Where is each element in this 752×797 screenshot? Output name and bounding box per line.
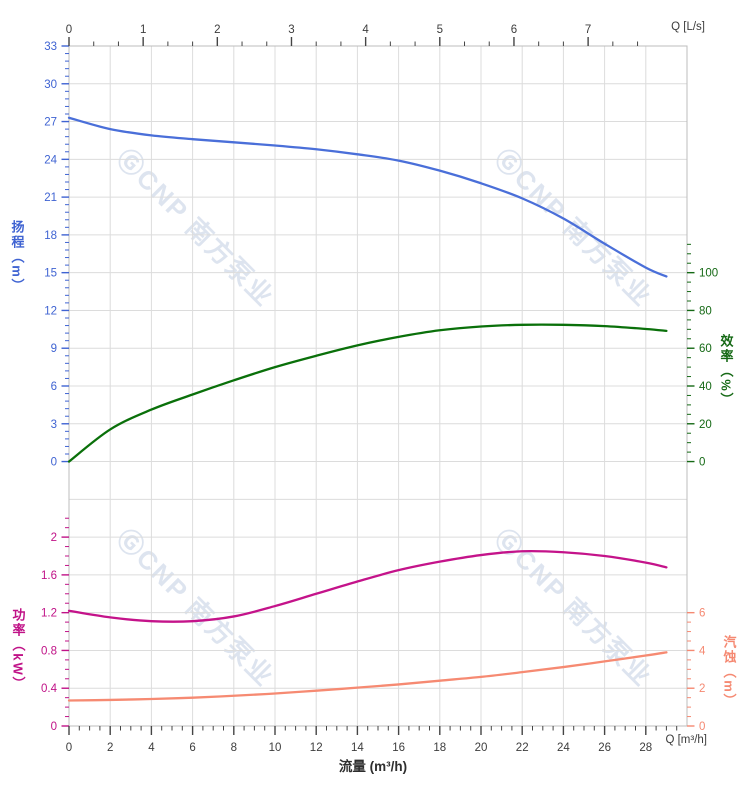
head-tick-label: 18	[44, 230, 57, 242]
flow-ls-axis: 0 1 2 3 4 5 6 7	[66, 24, 639, 46]
flow-ls-tick-label: 0	[66, 24, 72, 36]
flow-ls-tick-label: 1	[140, 24, 146, 36]
npsh-axis: 0 2 4 6	[687, 608, 706, 733]
flow-m3h-tick-label: 0	[66, 742, 72, 754]
npsh-tick-label: 6	[699, 608, 705, 620]
head-tick-label: 3	[51, 419, 57, 431]
efficiency-tick-label: 0	[699, 457, 705, 469]
flow-m3h-tick-label: 4	[148, 742, 155, 754]
power-tick-label: 0.4	[41, 683, 58, 695]
npsh-tick-label: 4	[699, 645, 706, 657]
flow-ls-tick-label: 4	[362, 24, 369, 36]
npsh-tick-label: 2	[699, 683, 705, 695]
head-tick-label: 33	[44, 41, 57, 53]
power-axis: 0 0.4 0.8 1.2 1.6 2	[41, 517, 69, 733]
flow-m3h-tick-label: 22	[516, 742, 529, 754]
curves-layer	[67, 116, 668, 702]
head-tick-label: 30	[44, 79, 57, 91]
head-tick-label: 27	[44, 117, 57, 129]
flow-m3h-tick-label: 6	[189, 742, 195, 754]
grid-layer	[69, 46, 687, 726]
efficiency-axis-title: 效率（%）	[718, 334, 734, 408]
efficiency-tick-label: 80	[699, 305, 712, 317]
watermark-text: ⒼCNP 南方泵业	[111, 143, 280, 312]
head-tick-label: 12	[44, 305, 57, 317]
flow-m3h-tick-label: 14	[351, 742, 364, 754]
flow-ls-tick-label: 6	[511, 24, 517, 36]
head-tick-label: 6	[51, 381, 57, 393]
efficiency-tick-label: 60	[699, 343, 712, 355]
head-tick-label: 0	[51, 457, 57, 469]
curve-head	[67, 116, 668, 278]
curve-npsh	[67, 651, 668, 702]
watermark-text: ⒼCNP 南方泵业	[489, 143, 658, 312]
flow-ls-tick-label: 5	[437, 24, 443, 36]
flow-m3h-tick-label: 10	[269, 742, 282, 754]
efficiency-tick-label: 40	[699, 381, 712, 393]
flow-m3h-tick-label: 2	[107, 742, 113, 754]
npsh-axis-title: 汽蚀（m）	[721, 635, 737, 709]
head-tick-label: 21	[44, 192, 57, 204]
flow-ls-tick-label: 2	[214, 24, 220, 36]
flow-m3h-tick-label: 18	[433, 742, 446, 754]
flow-m3h-tick-label: 24	[557, 742, 570, 754]
flow-m3h-tick-label: 20	[475, 742, 488, 754]
head-tick-label: 24	[44, 154, 57, 166]
efficiency-axis: 0 20 40 60 80 100	[687, 243, 718, 469]
head-tick-label: 9	[51, 343, 57, 355]
flow-m3h-tick-label: 16	[392, 742, 405, 754]
npsh-tick-label: 0	[699, 721, 705, 733]
flow-axis-title: 流量 (m³/h)	[338, 759, 408, 774]
flow-m3h-tick-label: 28	[639, 742, 652, 754]
flow-m3h-tick-label: 8	[231, 742, 237, 754]
efficiency-tick-label: 100	[699, 268, 718, 280]
watermark-text: ⒼCNP 南方泵业	[111, 523, 280, 692]
power-tick-label: 0.8	[41, 645, 57, 657]
watermark-text: ⒼCNP 南方泵业	[489, 523, 658, 692]
power-tick-label: 0	[51, 721, 57, 733]
curve-efficiency	[67, 323, 668, 463]
flow-ls-tick-label: 3	[288, 24, 294, 36]
efficiency-tick-label: 20	[699, 419, 712, 431]
power-tick-label: 2	[51, 532, 57, 544]
head-axis: 0 3 6 9 12 15 18 21 24 27 30 33	[44, 41, 69, 469]
flow-ls-tick-label: 7	[585, 24, 591, 36]
flow-m3h-tick-label: 12	[310, 742, 323, 754]
head-axis-title: 扬程（m）	[9, 220, 25, 294]
flow-m3h-tick-label: 26	[598, 742, 611, 754]
curve-power	[67, 549, 668, 623]
power-tick-label: 1.2	[41, 608, 57, 620]
head-tick-label: 15	[44, 268, 57, 280]
top-axis-unit-label: Q [L/s]	[671, 21, 705, 33]
power-axis-title: 功率（kW）	[10, 608, 26, 692]
bottom-axis-unit-label: Q [m³/h]	[665, 734, 707, 746]
power-tick-label: 1.6	[41, 570, 57, 582]
flow-m3h-axis: 0 2 4 6 8 10 12 14 16 18 20 22 24 26 28	[66, 726, 678, 754]
